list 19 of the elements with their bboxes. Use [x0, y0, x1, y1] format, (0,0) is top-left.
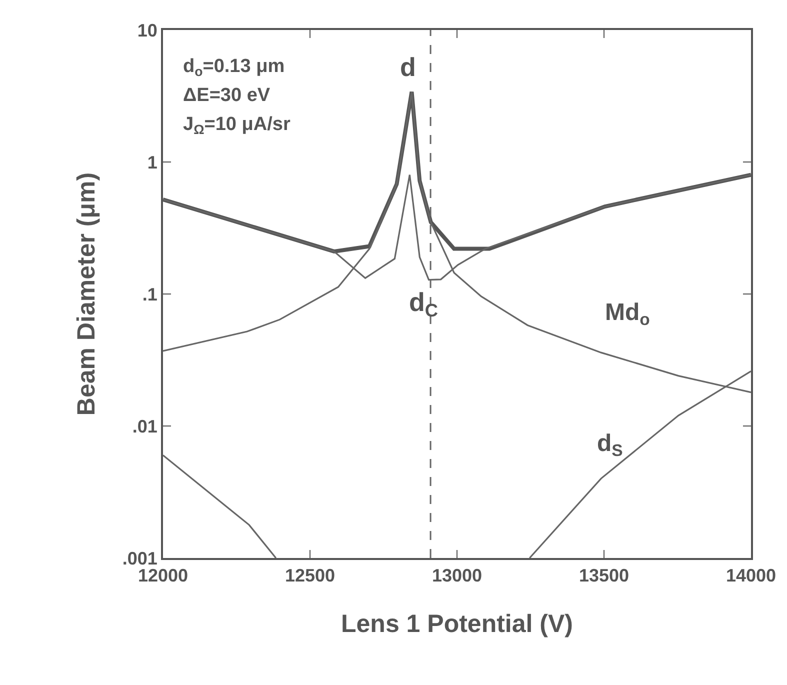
series-label: d: [400, 52, 416, 82]
y-tick-label: .1: [142, 284, 158, 304]
x-tick-label: 13000: [432, 566, 482, 586]
annotation: J$_{Ω}$=10 μA/sr: [183, 114, 291, 137]
y-tick-label: 10: [137, 20, 158, 40]
y-tick-label: 1: [147, 152, 158, 172]
series-label: Md$_{o}$: [605, 299, 650, 330]
y-tick-label: .001: [122, 548, 158, 568]
x-tick-label: 14000: [726, 566, 776, 586]
series-label: d$_{S}$: [597, 430, 623, 460]
x-tick-label: 12500: [284, 566, 336, 586]
annotation: ΔE=30 eV: [183, 85, 270, 106]
series-label: d$_{C}$: [409, 287, 438, 320]
x-tick-label: 12000: [138, 566, 188, 586]
y-axis-title: Beam Diameter (μm): [72, 172, 101, 416]
y-tick-label: .01: [132, 416, 158, 436]
annotation: d$_{o}$=0.13 μm: [183, 56, 285, 79]
x-tick-label: 13500: [578, 566, 630, 586]
x-axis-title: Lens 1 Potential (V): [341, 610, 573, 638]
